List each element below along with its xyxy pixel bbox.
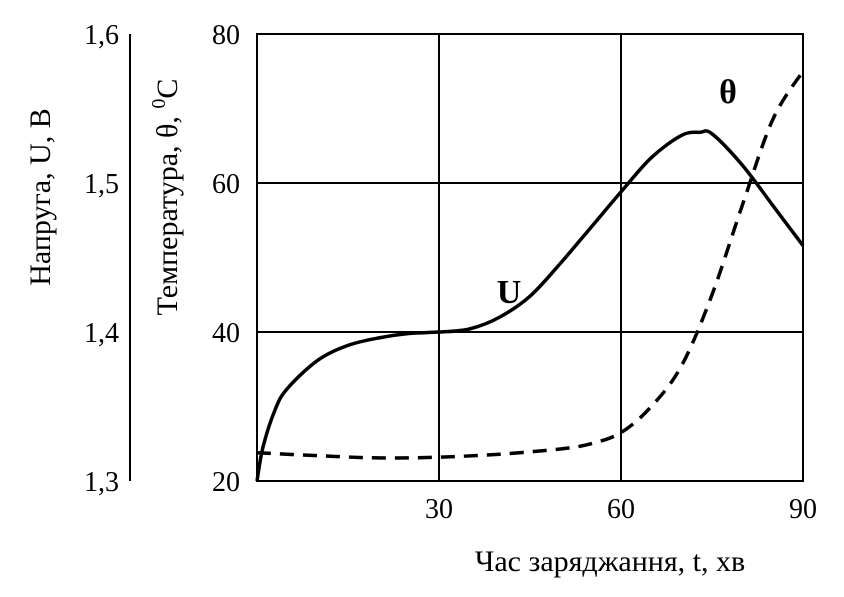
left-y-tick-labels: 1,6 1,5 1,4 1,3 xyxy=(84,20,119,498)
series-layer: Uθ xyxy=(255,70,805,482)
right-axis-title: Температура, θ, 0C xyxy=(148,79,184,316)
right-y-tick-labels: 80 60 40 20 xyxy=(212,20,240,498)
x-axis-title: Час заряджання, t, хв xyxy=(475,545,745,578)
left-y-tick-label: 1,4 xyxy=(84,318,119,349)
right-y-tick-label: 40 xyxy=(212,318,240,349)
right-axis-title-superscript: 0 xyxy=(148,99,170,109)
x-tick-labels: 30 60 90 xyxy=(425,494,817,525)
x-tick-label: 30 xyxy=(425,494,453,525)
left-y-tick-label: 1,5 xyxy=(84,169,119,200)
right-y-tick-label: 80 xyxy=(212,20,240,51)
right-axis-title-main: Температура, θ, xyxy=(151,109,184,316)
left-y-tick-label: 1,3 xyxy=(84,467,119,498)
series-line-voltage xyxy=(255,129,805,482)
x-tick-label: 60 xyxy=(607,494,635,525)
series-line-temperature xyxy=(256,70,805,460)
left-y-tick-label: 1,6 xyxy=(84,20,119,51)
series-label-voltage: U xyxy=(497,274,522,311)
plot-frame xyxy=(256,33,804,482)
x-tick-label: 90 xyxy=(789,494,817,525)
grid-lines xyxy=(257,34,803,481)
right-axis-title-unit: C xyxy=(151,79,184,99)
series-label-temperature: θ xyxy=(719,74,737,111)
right-y-tick-label: 60 xyxy=(212,169,240,200)
right-y-tick-label: 20 xyxy=(212,467,240,498)
left-axis-title: Напруга, U, В xyxy=(24,108,57,286)
